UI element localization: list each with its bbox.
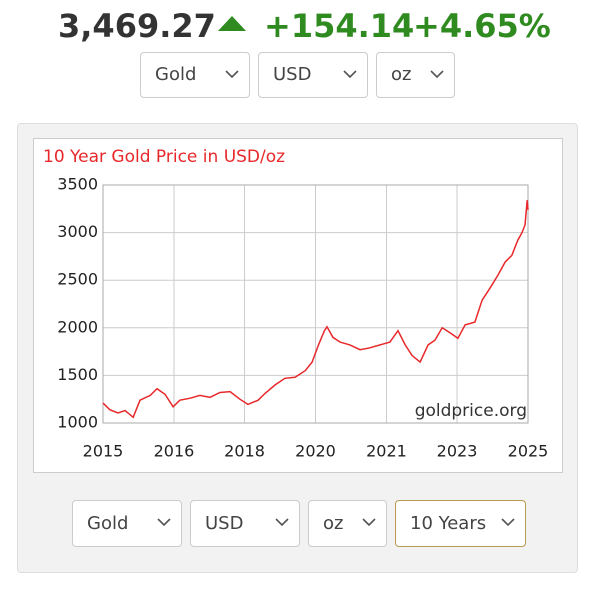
y-tick-label: 2500 [57, 270, 98, 289]
x-tick-label: 2016 [154, 442, 195, 461]
dropdown[interactable]: 10 Years [395, 500, 526, 547]
chart-title: 10 Year Gold Price in USD/oz [43, 147, 285, 167]
price-change-pct: +4.65% [413, 7, 551, 45]
chevron [275, 518, 289, 527]
dropdown[interactable]: USD [258, 52, 368, 98]
dropdown-label: USD [273, 64, 312, 85]
chart-frame [33, 138, 563, 473]
watermark: goldprice.org [415, 401, 527, 421]
y-tick-label: 2000 [57, 317, 98, 336]
chevron [501, 518, 515, 527]
chart: 10 Year Gold Price in USD/oz 1000 1500 200… [33, 138, 563, 473]
chevron [343, 70, 357, 79]
dropdown[interactable]: oz [376, 52, 455, 98]
dropdown-label: oz [391, 64, 412, 85]
dropdown[interactable]: USD [190, 500, 300, 547]
dropdown-label: Gold [155, 64, 197, 85]
dropdown-label: oz [323, 513, 344, 534]
dropdown-label: 10 Years [410, 513, 487, 534]
x-tick-label: 2015 [83, 442, 124, 461]
dropdown-label: Gold [87, 513, 129, 534]
dropdown[interactable]: Gold [140, 52, 250, 98]
price: 3,469.27 [58, 7, 216, 45]
y-tick-label: 1500 [57, 365, 98, 384]
chevron [157, 518, 171, 527]
dropdown-label: USD [205, 513, 244, 534]
chevron [430, 70, 444, 79]
price-change: +154.14 [264, 7, 415, 45]
y-tick-label: 3500 [57, 175, 98, 194]
plot-frame [102, 184, 529, 424]
price-line [102, 200, 529, 419]
x-tick-label: 2018 [224, 442, 265, 461]
x-tick-label: 2020 [295, 442, 336, 461]
dropdown[interactable]: Gold [72, 500, 182, 547]
up-arrow [218, 16, 246, 31]
chevron [362, 518, 376, 527]
x-tick-label: 2021 [366, 442, 407, 461]
x-tick-label: 2023 [437, 442, 478, 461]
x-tick-label: 2025 [508, 442, 549, 461]
chevron [225, 70, 239, 79]
y-tick-label: 3000 [57, 222, 98, 241]
y-tick-label: 1000 [57, 413, 98, 432]
dropdown[interactable]: oz [308, 500, 387, 547]
